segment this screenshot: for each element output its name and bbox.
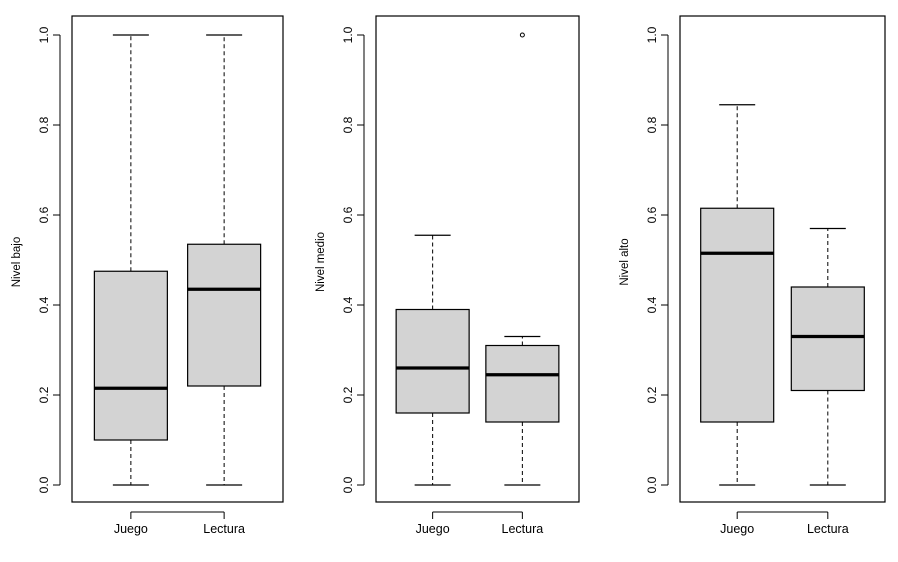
plot-frame xyxy=(375,15,580,503)
x-tick-label: Juego xyxy=(416,522,450,536)
y-tick-label: 0.4 xyxy=(645,296,659,313)
y-tick-label: 0.4 xyxy=(37,296,51,313)
x-tick-label: Lectura xyxy=(502,522,544,536)
y-tick-label: 1.0 xyxy=(341,26,355,43)
y-tick-label: 0.8 xyxy=(341,116,355,133)
y-tick-label: 0.2 xyxy=(645,386,659,403)
box-lectura xyxy=(790,286,865,392)
outlier-point xyxy=(519,32,525,38)
y-tick-label: 0.4 xyxy=(341,296,355,313)
y-tick-label: 0.6 xyxy=(341,206,355,223)
box-juego xyxy=(93,270,168,441)
y-tick-label: 0.8 xyxy=(37,116,51,133)
x-tick-label: Lectura xyxy=(203,522,245,536)
box-lectura xyxy=(187,243,262,387)
y-tick-label: 0.2 xyxy=(37,386,51,403)
y-tick-label: 0.0 xyxy=(341,476,355,493)
y-tick-label: 1.0 xyxy=(645,26,659,43)
y-tick-label: 0.6 xyxy=(645,206,659,223)
box-juego xyxy=(395,308,470,414)
y-axis-title: Nivel medio xyxy=(315,232,327,292)
y-tick-label: 0.6 xyxy=(37,206,51,223)
box-juego xyxy=(700,207,775,423)
y-tick-label: 0.8 xyxy=(645,116,659,133)
x-tick-label: Juego xyxy=(114,522,148,536)
y-tick-label: 0.0 xyxy=(37,476,51,493)
x-tick-label: Juego xyxy=(720,522,754,536)
box-lectura xyxy=(485,344,560,423)
plot-frame xyxy=(71,15,284,503)
y-axis-title: Nivel alto xyxy=(619,238,631,285)
y-tick-label: 1.0 xyxy=(37,26,51,43)
plot-frame xyxy=(679,15,886,503)
y-axis-title: Nivel bajo xyxy=(11,237,23,288)
y-tick-label: 0.0 xyxy=(645,476,659,493)
x-tick-label: Lectura xyxy=(807,522,849,536)
y-tick-label: 0.2 xyxy=(341,386,355,403)
